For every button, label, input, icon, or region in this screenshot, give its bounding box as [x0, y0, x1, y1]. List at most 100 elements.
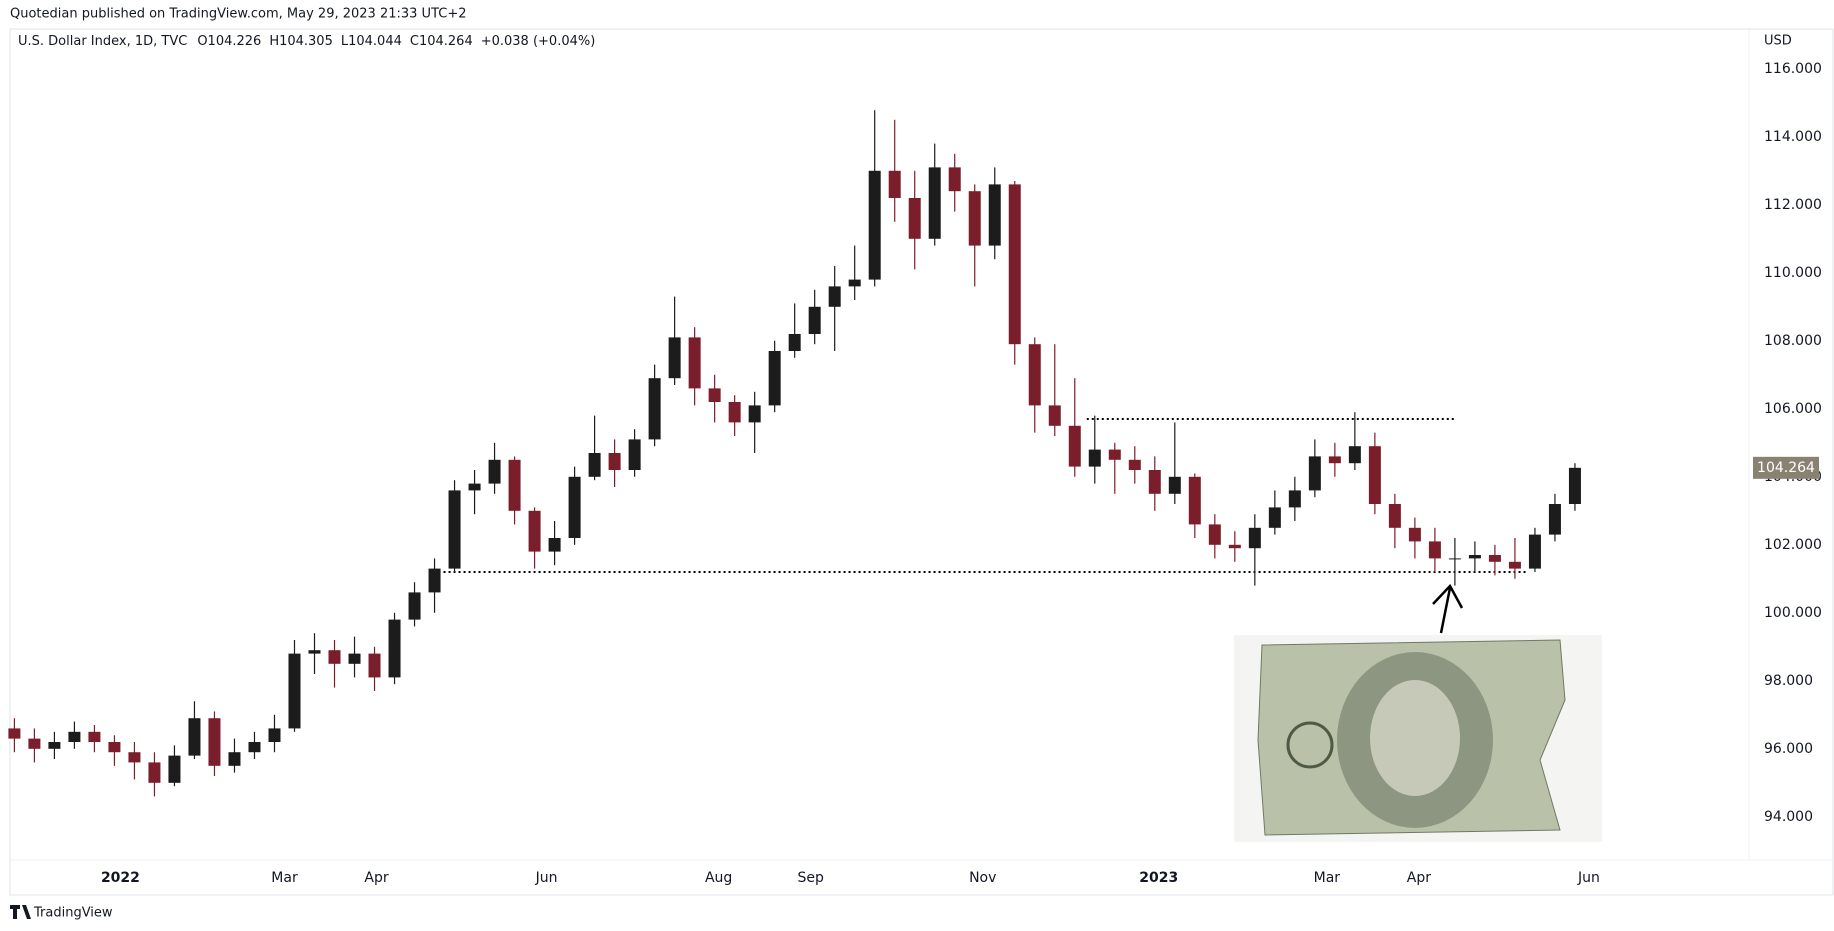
logo: [10, 905, 31, 919]
candle-body: [88, 731, 101, 743]
candle-body: [1368, 446, 1381, 505]
candle-body: [228, 752, 241, 766]
candle-body: [1548, 504, 1561, 535]
candle-body: [708, 388, 721, 402]
footer: TradingView: [10, 905, 113, 921]
candle-body: [908, 197, 921, 239]
candle-body: [1048, 405, 1061, 426]
candle-body: [768, 350, 781, 406]
y-tick-label: 100.000: [1764, 605, 1822, 621]
candle-body: [1068, 425, 1081, 467]
candle-body: [1528, 534, 1541, 569]
candle-body: [968, 191, 981, 246]
candle-body: [428, 568, 441, 593]
candle-body: [1248, 527, 1261, 549]
arrow-shaft: [1439, 587, 1452, 634]
candle-body: [808, 306, 821, 334]
currency: USD: [1764, 34, 1792, 49]
candle-body: [728, 401, 741, 423]
y-tick-label: 112.000: [1764, 197, 1822, 213]
x-tick-label: Apr: [1407, 870, 1431, 886]
y-tick-label: 98.000: [1764, 673, 1813, 689]
candle-body: [28, 738, 41, 749]
seal: [1286, 721, 1334, 769]
footer-text: TradingView: [33, 906, 113, 921]
candle-body: [148, 762, 161, 783]
y-tick-label: 102.000: [1764, 537, 1822, 553]
candle-body: [368, 653, 381, 678]
x-tick-label: Mar: [1314, 870, 1341, 886]
y-tick-label: 106.000: [1764, 401, 1822, 417]
y-tick-label: 110.000: [1764, 265, 1822, 281]
candle-body: [528, 510, 541, 552]
candle-body: [1508, 561, 1521, 569]
candle-body: [388, 619, 401, 678]
candle-body: [828, 286, 841, 307]
candle-body: [1568, 467, 1581, 505]
x-tick-label: Nov: [969, 870, 996, 886]
candle-body: [208, 718, 221, 766]
candle-body: [1188, 476, 1201, 525]
candle-body: [648, 378, 661, 440]
symbol: U.S. Dollar Index, 1D, TVC: [18, 34, 187, 49]
y-tick-label: 94.000: [1764, 809, 1813, 825]
candle-body: [268, 728, 281, 743]
candle-body: [468, 483, 481, 491]
candle-body: [108, 742, 121, 753]
candle-body: [928, 167, 941, 239]
y-tick-label: 96.000: [1764, 741, 1813, 757]
candle-body: [1228, 544, 1241, 549]
ohlc-open: O104.226: [197, 34, 261, 49]
legend: U.S. Dollar Index, 1D, TVC O104.226 H104.3…: [18, 34, 595, 49]
ohlc-high: H104.305: [269, 34, 333, 49]
face: [1370, 680, 1460, 796]
candle-body: [348, 653, 361, 664]
x-tick-label: Jun: [1577, 870, 1600, 886]
candle-body: [68, 731, 81, 743]
candle-body: [748, 405, 761, 423]
candle-body: [1148, 470, 1161, 494]
y-tick-label: 108.000: [1764, 333, 1822, 349]
candle-body: [688, 337, 701, 389]
candle-body: [508, 459, 521, 511]
candle-body: [188, 718, 201, 756]
candle-body: [628, 439, 641, 471]
candle-body: [868, 170, 881, 280]
candle-body: [608, 453, 621, 471]
candle-body: [168, 755, 181, 783]
y-tick-label: 114.000: [1764, 129, 1822, 145]
candle-body: [1268, 507, 1281, 528]
last-price-box: [1753, 456, 1819, 479]
candle-body: [1008, 184, 1021, 345]
ohlc-low: L104.044: [341, 34, 402, 49]
x-tick-label: 2023: [1139, 870, 1178, 886]
candle-body: [568, 476, 581, 539]
candle-body: [1088, 449, 1101, 467]
x-tick-label: Aug: [705, 870, 732, 886]
candle-body: [448, 490, 461, 569]
last-price-label: 104.264: [1757, 460, 1815, 476]
candle-body: [1328, 456, 1341, 464]
candle-body: [548, 538, 561, 552]
ohlc-close: C104.264: [410, 34, 473, 49]
candle-body: [308, 650, 321, 654]
candle-body: [48, 742, 61, 749]
candle-body: [1108, 449, 1121, 460]
candle-body: [668, 337, 681, 379]
candle-body: [128, 752, 141, 763]
candle-body: [328, 650, 341, 664]
candle-body: [408, 592, 421, 620]
candle-body: [1028, 344, 1041, 406]
candle-body: [1168, 476, 1181, 494]
arrow: [1432, 583, 1464, 634]
candle-body: [1388, 504, 1401, 528]
candle-body: [1208, 524, 1221, 545]
candle-body: [1288, 490, 1301, 508]
arrow-head: [1432, 583, 1464, 609]
candle-body: [848, 279, 861, 287]
x-tick-label: Apr: [364, 870, 388, 886]
candle-body: [1128, 459, 1141, 471]
x-tick-label: Jun: [535, 870, 558, 886]
candle-body: [1428, 541, 1441, 559]
